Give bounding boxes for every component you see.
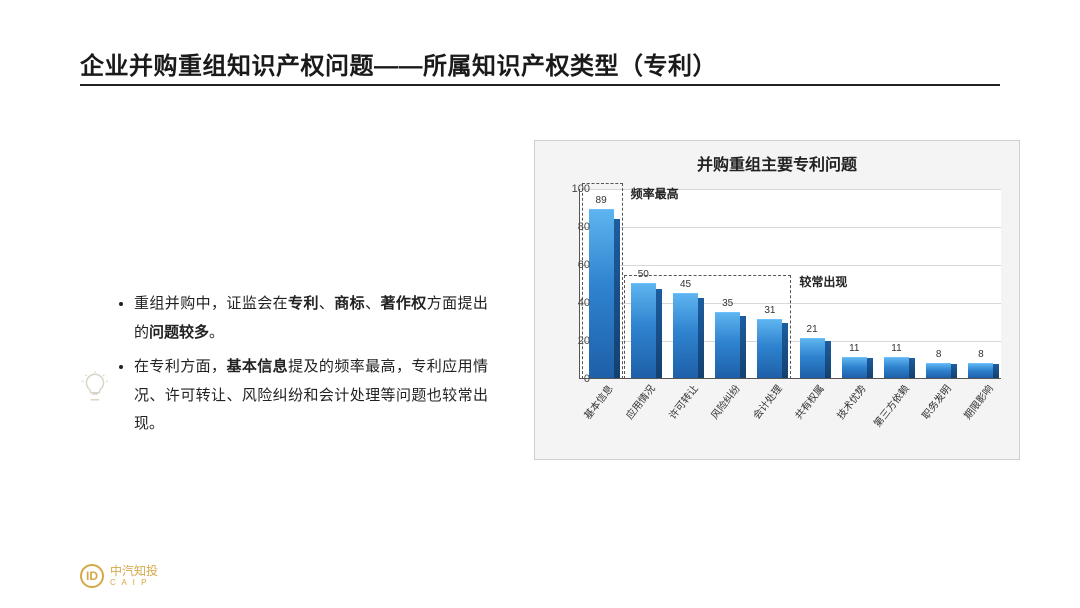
- title-wrap: 企业并购重组知识产权问题——所属知识产权类型（专利）: [80, 46, 717, 81]
- category-label: 会计处理: [748, 381, 784, 422]
- value-label: 11: [877, 343, 917, 354]
- text: 在专利方面，: [134, 359, 226, 375]
- bar: [926, 363, 951, 378]
- annotation-label-1: 频率最高: [629, 185, 681, 202]
- category-label: 期限影响: [959, 381, 995, 422]
- kw: 专利: [288, 296, 319, 312]
- body-text: 重组并购中，证监会在专利、商标、著作权方面提出的问题较多。 在专利方面，基本信息…: [118, 290, 488, 445]
- category-label: 第三方依赖: [869, 381, 912, 430]
- value-label: 21: [792, 324, 832, 335]
- page-title: 企业并购重组知识产权问题——所属知识产权类型（专利）: [80, 46, 717, 81]
- text: 、: [319, 296, 334, 312]
- logo-text: 中汽知投: [110, 565, 158, 578]
- category-label: 应用情况: [622, 381, 658, 422]
- bullet-1: 重组并购中，证监会在专利、商标、著作权方面提出的问题较多。: [134, 290, 488, 347]
- chart: 并购重组主要专利问题 895045353121111188 0204060801…: [534, 140, 1020, 460]
- value-label: 11: [834, 343, 874, 354]
- annotation-label-2: 较常出现: [797, 273, 849, 290]
- slide: 企业并购重组知识产权问题——所属知识产权类型（专利） 重组并购中，证监会在专利、…: [0, 0, 1080, 608]
- kw: 问题较多: [149, 325, 209, 341]
- category-label: 风险纠纷: [706, 381, 742, 422]
- text: 。: [209, 325, 224, 341]
- logo: ID 中汽知投 C A I P: [80, 564, 158, 588]
- category-label: 许可转让: [664, 381, 700, 422]
- category-label: 基本信息: [579, 381, 615, 422]
- logo-sub: C A I P: [110, 578, 158, 587]
- logo-icon: ID: [80, 564, 104, 588]
- bar: [842, 357, 867, 378]
- chart-title: 并购重组主要专利问题: [535, 141, 1019, 179]
- annotation-box-2: [624, 275, 792, 380]
- bar: [884, 357, 909, 378]
- lightbulb-icon: [78, 370, 112, 409]
- value-label: 8: [961, 349, 1001, 360]
- bar: [968, 363, 993, 378]
- text: 重组并购中，证监会在: [134, 296, 288, 312]
- kw: 商标: [334, 296, 365, 312]
- value-label: 8: [919, 349, 959, 360]
- bar: [800, 338, 825, 378]
- bullet-2: 在专利方面，基本信息提及的频率最高，专利应用情况、许可转让、风险纠纷和会计处理等…: [134, 353, 488, 439]
- text: 、: [365, 296, 380, 312]
- category-label: 共有权属: [790, 381, 826, 422]
- title-rule: [80, 84, 1000, 86]
- category-label: 技术优势: [833, 381, 869, 422]
- kw: 著作权: [380, 296, 426, 312]
- annotation-box-1: [582, 183, 623, 379]
- kw: 基本信息: [226, 359, 288, 375]
- category-label: 职务发明: [917, 381, 953, 422]
